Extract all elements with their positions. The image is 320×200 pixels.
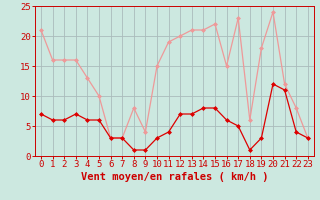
X-axis label: Vent moyen/en rafales ( km/h ): Vent moyen/en rafales ( km/h ) (81, 172, 268, 182)
